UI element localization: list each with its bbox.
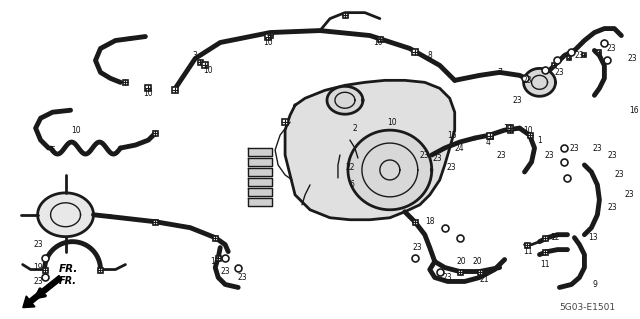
Text: 17: 17 [211, 257, 220, 266]
Text: 23: 23 [34, 240, 44, 249]
Polygon shape [248, 188, 272, 196]
Text: 23: 23 [575, 51, 584, 60]
Text: 23: 23 [607, 44, 616, 53]
Text: 19: 19 [33, 263, 43, 272]
Text: 23: 23 [628, 54, 637, 63]
Text: 2: 2 [353, 124, 357, 133]
Text: 8: 8 [428, 51, 432, 60]
Text: 3: 3 [193, 51, 198, 60]
Text: 9: 9 [593, 280, 597, 289]
Polygon shape [327, 86, 363, 114]
Text: 10: 10 [387, 118, 397, 127]
Text: 23: 23 [497, 151, 506, 160]
Text: 21: 21 [480, 275, 490, 284]
Text: 5: 5 [51, 145, 56, 154]
Text: 23: 23 [608, 203, 618, 212]
Text: 5G03-E1501: 5G03-E1501 [559, 303, 616, 312]
Text: 18: 18 [425, 217, 435, 226]
Text: 24: 24 [455, 144, 465, 152]
Text: 23: 23 [545, 151, 554, 160]
Text: 11: 11 [540, 260, 549, 269]
Text: 10: 10 [143, 89, 153, 98]
Text: 10: 10 [263, 38, 273, 47]
Text: 10: 10 [204, 66, 213, 75]
Text: 23: 23 [220, 267, 230, 276]
Text: 23: 23 [513, 96, 522, 105]
Polygon shape [38, 193, 93, 237]
Polygon shape [524, 68, 556, 96]
Text: 11: 11 [523, 247, 532, 256]
FancyArrow shape [23, 276, 62, 308]
Text: FR.: FR. [59, 264, 78, 274]
Text: 23: 23 [608, 151, 618, 160]
Text: 20: 20 [457, 257, 467, 266]
Polygon shape [248, 198, 272, 206]
Text: 10: 10 [503, 124, 513, 133]
Text: 22: 22 [345, 163, 355, 173]
Text: 4: 4 [485, 137, 490, 146]
Text: 10: 10 [70, 126, 81, 135]
Polygon shape [248, 148, 272, 156]
Text: 23: 23 [625, 190, 634, 199]
Text: 23: 23 [570, 144, 579, 152]
Polygon shape [248, 158, 272, 166]
Text: 13: 13 [588, 233, 597, 242]
Polygon shape [248, 168, 272, 176]
Text: 23: 23 [34, 277, 44, 286]
Text: 23: 23 [593, 144, 602, 152]
Text: 10: 10 [373, 38, 383, 47]
Text: 23: 23 [447, 163, 456, 173]
Text: 23: 23 [237, 273, 247, 282]
Text: 23: 23 [443, 273, 452, 282]
Text: FR.: FR. [59, 277, 77, 286]
Text: 7: 7 [497, 68, 502, 77]
Text: 23: 23 [523, 76, 532, 85]
Text: 16: 16 [630, 106, 639, 115]
Text: 6: 6 [349, 180, 355, 189]
Text: 23: 23 [614, 170, 625, 179]
Polygon shape [348, 130, 432, 210]
Text: 20: 20 [473, 257, 483, 266]
Text: 23: 23 [413, 243, 422, 252]
Text: 12: 12 [550, 233, 559, 242]
Text: 15: 15 [447, 130, 456, 140]
Text: 23: 23 [420, 151, 429, 160]
Text: 23: 23 [433, 153, 442, 162]
Text: 10: 10 [523, 126, 532, 135]
Text: 1: 1 [537, 136, 542, 145]
Polygon shape [248, 178, 272, 186]
Polygon shape [285, 80, 454, 220]
Text: 23: 23 [555, 68, 564, 77]
